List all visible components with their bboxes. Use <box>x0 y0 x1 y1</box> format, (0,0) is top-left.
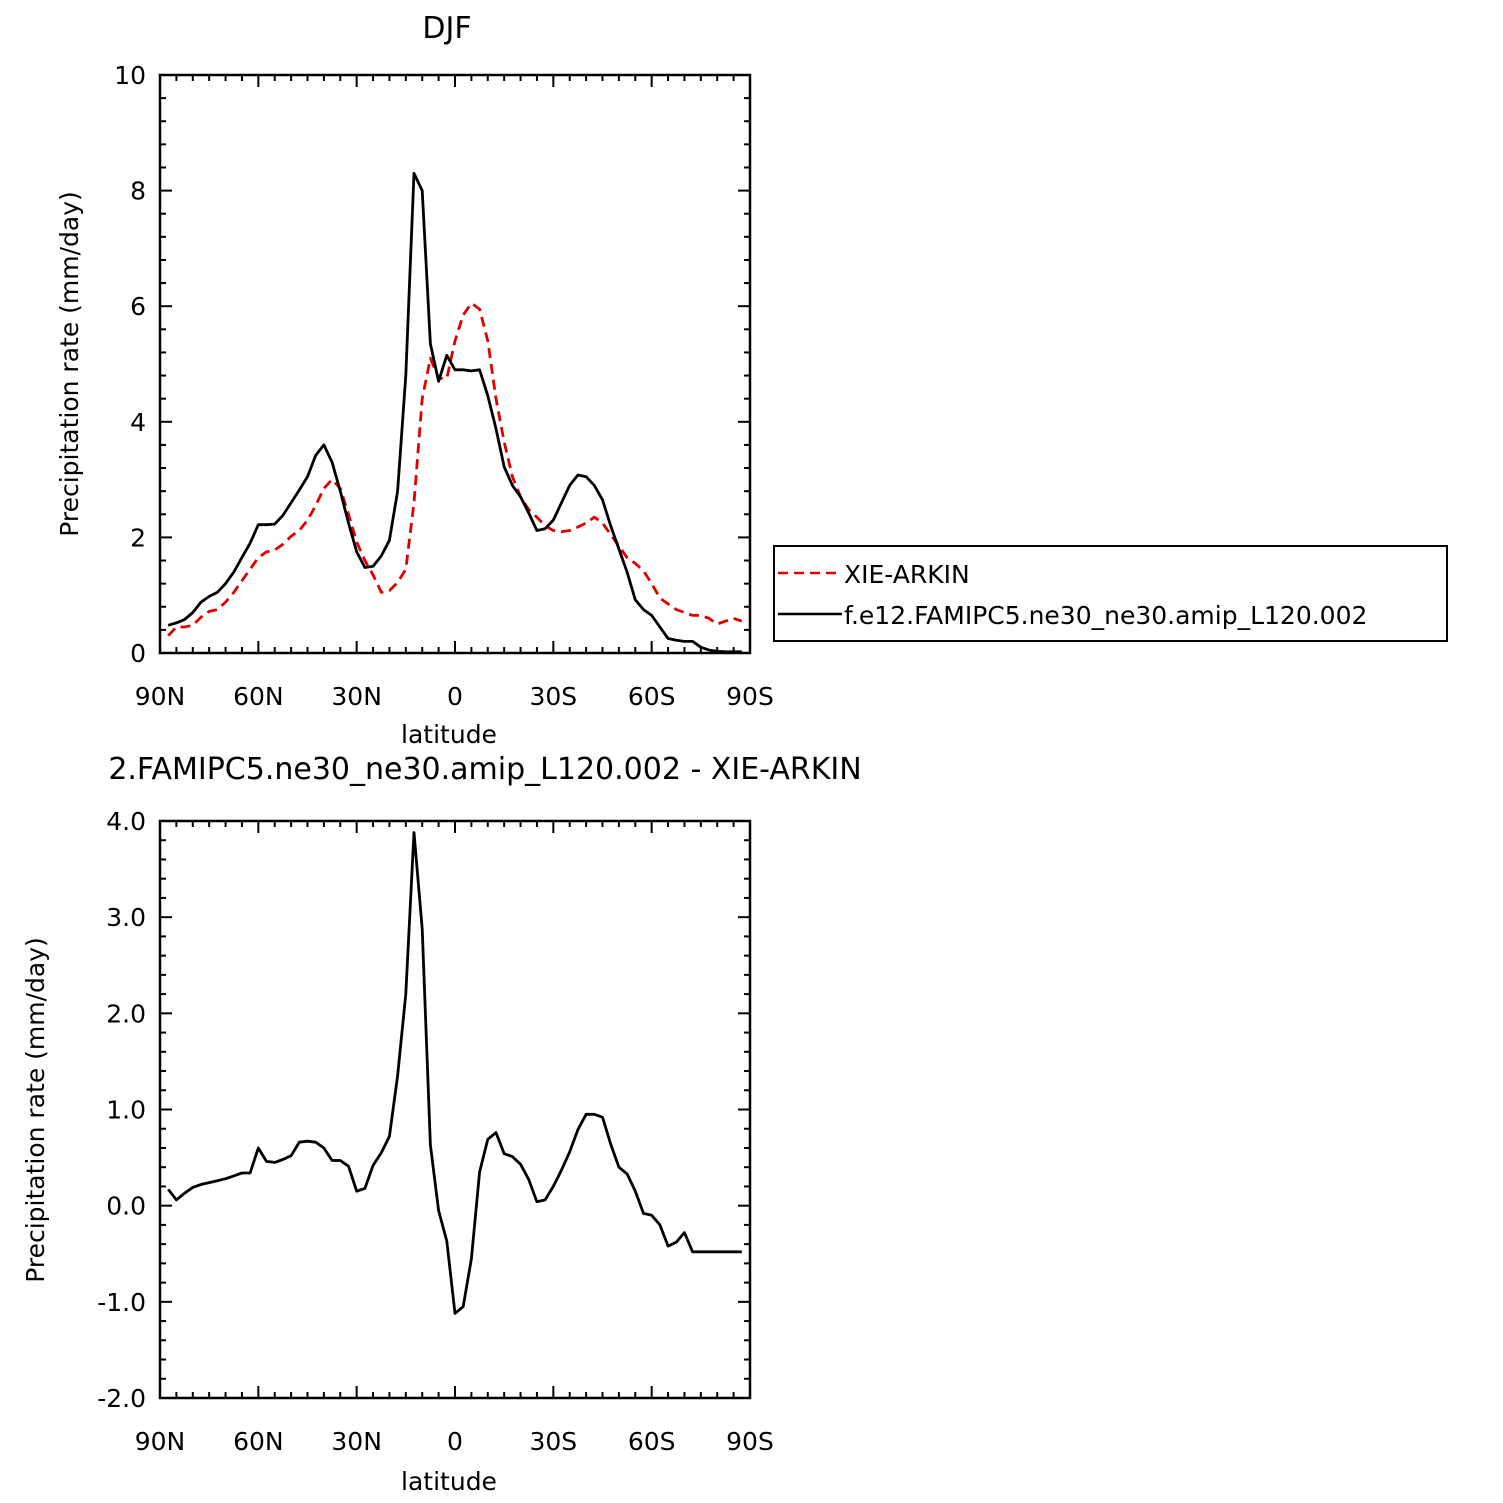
series-line-xie-arkin <box>167 301 743 637</box>
x-tick-label: 30N <box>331 1427 382 1456</box>
x-tick-label: 30S <box>529 682 577 711</box>
series-line-f-e12-famipc5-ne30-ne30-amip-l120-002 <box>167 171 742 654</box>
y-tick-label: 0 <box>130 639 146 668</box>
y-tick-label: 4 <box>130 408 146 437</box>
x-tick-label: 0 <box>447 1427 463 1456</box>
bottom-series-layer <box>167 831 742 1315</box>
x-tick-label: 90N <box>135 1427 186 1456</box>
x-tick-label: 30N <box>331 682 382 711</box>
y-tick-label: 0.0 <box>106 1192 146 1221</box>
x-tick-label: 60N <box>233 682 284 711</box>
x-tick-label: 30S <box>529 1427 577 1456</box>
y-tick-label: 8 <box>130 177 146 206</box>
legend-label-model: f.e12.FAMIPC5.ne30_ne30.amip_L120.002 <box>844 601 1367 630</box>
x-tick-label: 60S <box>628 682 676 711</box>
top-plot-frame <box>158 73 752 655</box>
y-tick-label: 2 <box>130 523 146 552</box>
legend-box <box>773 545 1448 642</box>
bottom-axis-ticks: 90N 60N 30N 0 30S 60S 90S -2.0 -1.0 0.0 1.0 2.0 3.0 4… <box>97 807 774 1456</box>
top-panel-title: DJF <box>422 11 471 46</box>
y-tick-label: 1.0 <box>106 1096 146 1125</box>
x-tick-label: 90N <box>135 682 186 711</box>
bottom-y-axis-title: Precipitation rate (mm/day) <box>21 937 50 1283</box>
top-y-axis-title: Precipitation rate (mm/day) <box>55 191 84 537</box>
y-tick-label: 10 <box>114 61 146 90</box>
x-tick-label: 90S <box>726 1427 774 1456</box>
x-tick-label: 60S <box>628 1427 676 1456</box>
legend: XIE-ARKIN f.e12.FAMIPC5.ne30_ne30.amip_L… <box>773 545 1448 642</box>
x-tick-label: 90S <box>726 682 774 711</box>
x-tick-label: 60N <box>233 1427 284 1456</box>
y-tick-label: 4.0 <box>106 807 146 836</box>
top-x-axis-title: latitude <box>401 720 497 749</box>
y-tick-label: -1.0 <box>97 1288 146 1317</box>
legend-label-xie-arkin: XIE-ARKIN <box>844 560 970 589</box>
y-tick-label: 3.0 <box>106 903 146 932</box>
series-line-difference <box>167 831 742 1315</box>
x-tick-label: 0 <box>447 682 463 711</box>
y-tick-label: -2.0 <box>97 1384 146 1413</box>
y-tick-label: 2.0 <box>106 999 146 1028</box>
bottom-x-axis-title: latitude <box>401 1467 497 1496</box>
y-tick-label: 6 <box>130 292 146 321</box>
top-axis-ticks: 90N 60N 30N 0 30S 60S 90S 0 2 4 6 8 10 <box>114 61 774 711</box>
bottom-panel: 2.FAMIPC5.ne30_ne30.amip_L120.002 - XIE-… <box>21 752 862 1496</box>
top-series-layer <box>167 171 743 654</box>
bottom-panel-title: 2.FAMIPC5.ne30_ne30.amip_L120.002 - XIE-… <box>108 752 861 787</box>
